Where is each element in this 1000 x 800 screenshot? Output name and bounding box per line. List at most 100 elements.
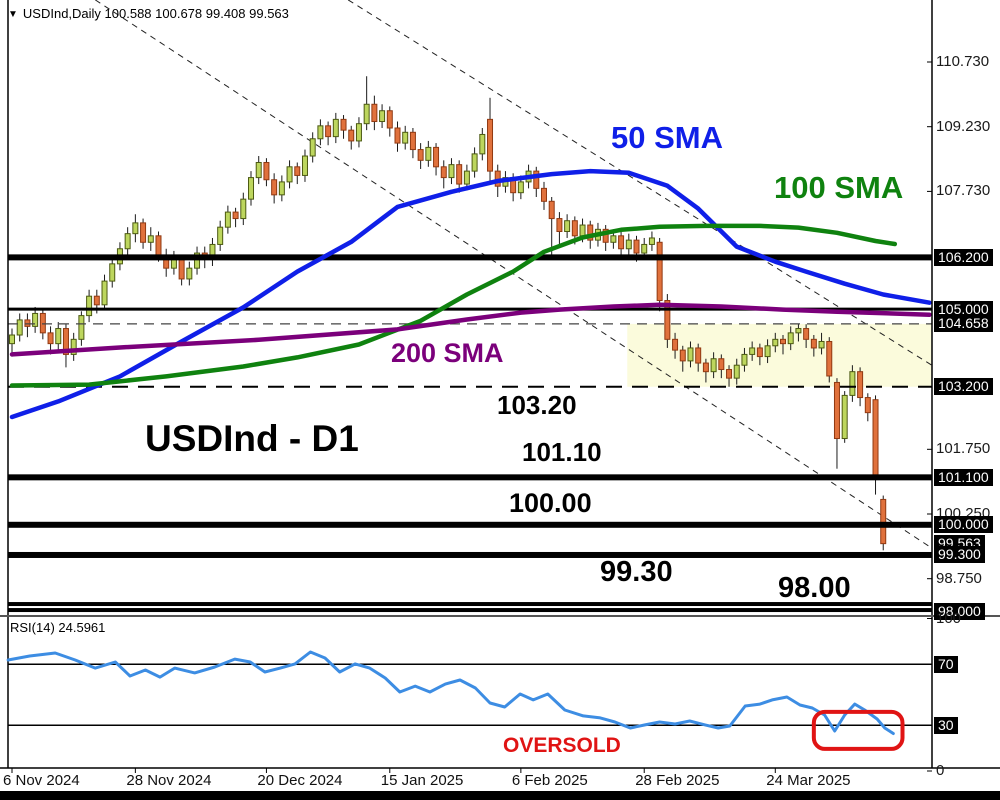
candle: [433, 146, 440, 168]
candle: [587, 224, 594, 241]
sma-50-line[interactable]: [9, 168, 932, 420]
candle: [363, 103, 370, 125]
sma-100-line[interactable]: [9, 223, 898, 388]
candle: [16, 319, 23, 336]
candle: [695, 347, 702, 364]
candle: [70, 338, 77, 355]
support-resistance-line[interactable]: [8, 474, 932, 481]
candle: [62, 328, 69, 355]
level-100-00-annotation: 100.00: [509, 488, 592, 518]
candle: [556, 218, 563, 233]
candle: [355, 123, 362, 142]
rsi-level-chip: 70: [934, 655, 958, 673]
candle: [371, 103, 378, 123]
candle: [132, 222, 139, 235]
sma200-annotation: 200 SMA: [391, 338, 504, 368]
support-resistance-line[interactable]: [8, 254, 932, 261]
support-resistance-line[interactable]: [8, 602, 932, 607]
candle: [726, 369, 733, 379]
candle: [818, 340, 825, 349]
price-level-chip: 106.200: [934, 248, 993, 266]
candle: [186, 267, 193, 280]
level-103-20-annotation: 103.20: [497, 390, 577, 420]
support-resistance-line[interactable]: [8, 521, 932, 528]
candle: [564, 220, 571, 233]
candle: [147, 235, 154, 243]
oversold-annotation: OVERSOLD: [503, 734, 621, 757]
sma100-annotation: 100 SMA: [774, 170, 904, 205]
price-axis-label: 107.730: [936, 182, 991, 200]
candle: [780, 338, 786, 345]
candle: [348, 129, 355, 142]
candle: [733, 364, 740, 379]
candle: [610, 235, 617, 243]
candle: [702, 362, 709, 373]
channel-lower[interactable]: [94, 0, 933, 549]
candle: [833, 381, 840, 440]
candle: [340, 118, 347, 131]
rsi-axis-label: 0: [936, 762, 945, 779]
candle: [271, 179, 278, 196]
candle: [741, 353, 748, 366]
candle: [317, 125, 324, 140]
candle: [795, 328, 802, 334]
level-101-10-annotation: 101.10: [522, 437, 602, 467]
candle: [178, 259, 185, 280]
price-axis-label: 110.730: [936, 53, 990, 70]
sma-200-line[interactable]: [9, 302, 932, 357]
candle: [24, 319, 31, 327]
candle: [294, 166, 301, 176]
candle: [386, 110, 393, 129]
candle: [872, 399, 879, 480]
price-level-chip: 100.000: [934, 516, 993, 534]
candle: [170, 259, 177, 269]
candle: [633, 239, 640, 254]
candle: [710, 358, 717, 373]
level-99-30-annotation: 99.30: [600, 556, 673, 588]
candle: [140, 222, 147, 243]
support-resistance-line[interactable]: [8, 608, 932, 613]
collapse-triangle-icon[interactable]: ▼: [8, 9, 18, 20]
date-axis-label: 24 Mar 2025: [766, 772, 851, 789]
candle: [479, 133, 486, 155]
candle: [540, 187, 547, 202]
candle: [456, 164, 463, 185]
price-axis-label: 101.750: [936, 440, 991, 458]
date-axis-label: 6 Feb 2025: [511, 772, 588, 789]
candle: [194, 252, 201, 269]
price-level-chip: 104.658: [934, 315, 993, 333]
highlight-box: [627, 323, 932, 387]
candle: [857, 371, 864, 399]
channel-upper[interactable]: [347, 0, 933, 366]
candle: [618, 235, 625, 250]
candle: [86, 295, 93, 317]
bottom-black-bar: [0, 791, 1000, 800]
candle: [101, 280, 108, 306]
candle: [571, 220, 578, 237]
candle: [232, 211, 239, 220]
date-axis-label: 15 Jan 2025: [380, 772, 464, 789]
oversold-highlight-box[interactable]: [811, 709, 905, 751]
candle: [309, 138, 316, 157]
support-resistance-line[interactable]: [8, 551, 932, 558]
candle: [463, 170, 470, 185]
rsi-line: [6, 650, 895, 735]
candle: [764, 345, 771, 358]
candle: [224, 211, 231, 228]
candle: [47, 332, 54, 345]
candle: [9, 334, 15, 345]
candle: [55, 328, 62, 345]
price-axis-label: 98.750: [936, 569, 982, 587]
price-level-chip: 105.000: [934, 300, 993, 318]
candle: [826, 340, 833, 377]
price-level-chip: 98.000: [934, 602, 985, 620]
candle: [325, 125, 332, 138]
candle: [810, 338, 817, 349]
support-resistance-line[interactable]: [8, 307, 932, 311]
candle: [517, 181, 524, 194]
candle: [78, 315, 85, 340]
candle: [687, 347, 694, 362]
candle: [679, 349, 686, 362]
sma50-annotation: 50 SMA: [611, 120, 723, 155]
